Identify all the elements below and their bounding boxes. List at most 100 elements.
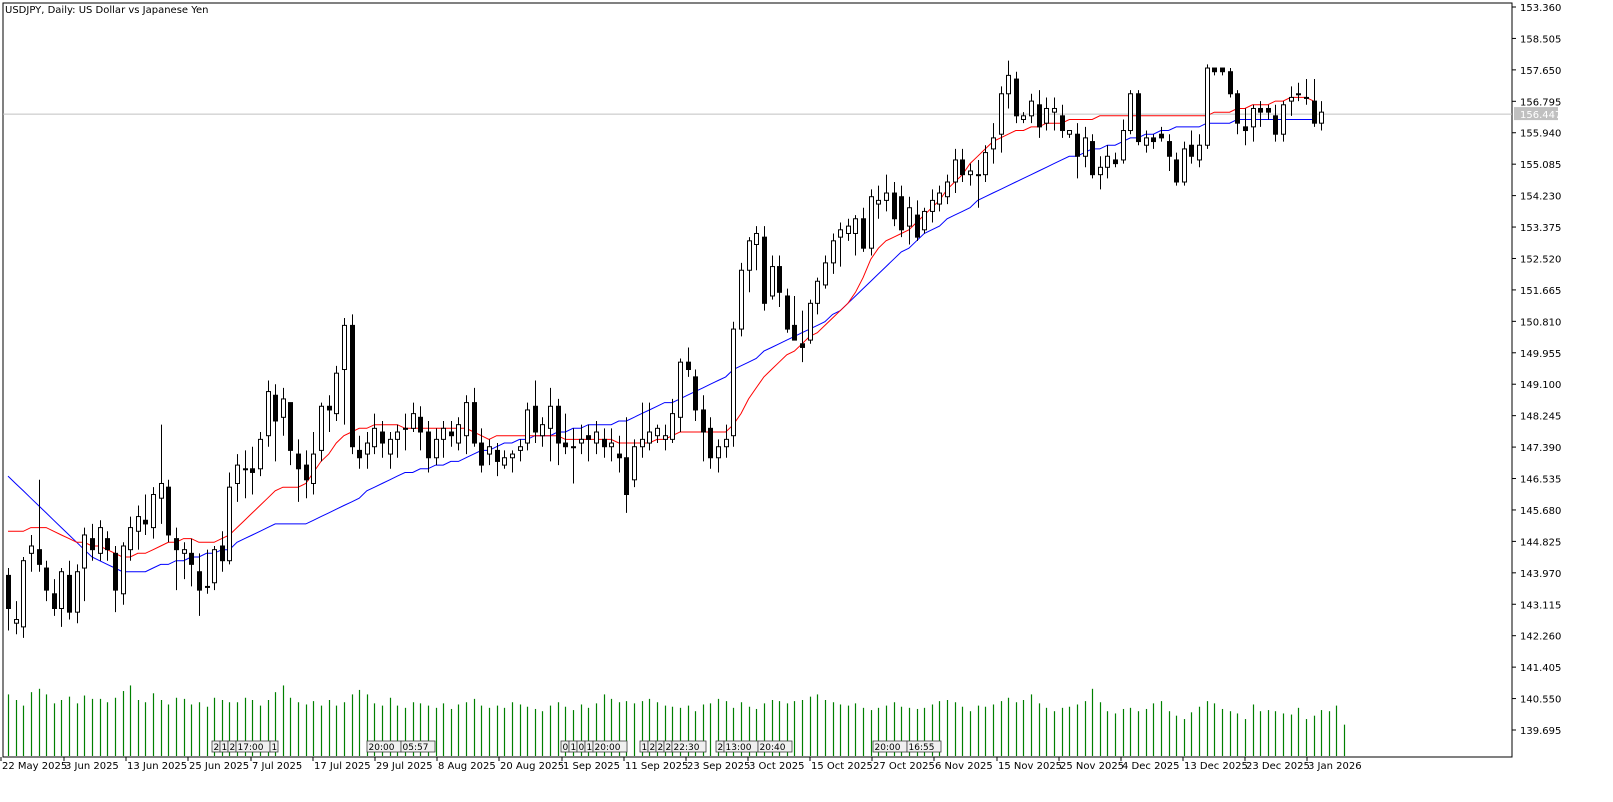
candlestick[interactable]	[922, 207, 927, 234]
candlestick[interactable]	[456, 417, 461, 451]
candlestick[interactable]	[1128, 90, 1133, 135]
candlestick[interactable]	[1258, 101, 1263, 127]
candlestick[interactable]	[6, 568, 11, 631]
candlestick[interactable]	[1189, 130, 1194, 164]
candlestick[interactable]	[976, 159, 981, 208]
candlestick[interactable]	[876, 185, 881, 219]
candlestick[interactable]	[823, 255, 828, 289]
candlestick[interactable]	[136, 505, 141, 550]
candlestick[interactable]	[212, 545, 217, 591]
candlestick[interactable]	[1228, 68, 1233, 98]
candlestick[interactable]	[1021, 112, 1026, 124]
candlestick[interactable]	[1136, 90, 1141, 146]
candlestick[interactable]	[647, 402, 652, 451]
event-marker-group[interactable]: 20:00 16:55	[872, 740, 942, 753]
candlestick[interactable]	[1212, 67, 1217, 76]
candlestick[interactable]	[991, 123, 996, 164]
candlestick[interactable]	[189, 538, 194, 587]
candlestick[interactable]	[1289, 86, 1294, 116]
candlestick[interactable]	[403, 413, 408, 451]
candlestick[interactable]	[724, 424, 729, 458]
candlestick[interactable]	[556, 398, 561, 466]
candlestick[interactable]	[602, 428, 607, 458]
candlestick[interactable]	[342, 318, 347, 425]
candlestick[interactable]	[235, 454, 240, 502]
candlestick[interactable]	[1037, 90, 1042, 138]
candlestick[interactable]	[1029, 93, 1034, 124]
candlestick[interactable]	[388, 432, 393, 469]
candlestick[interactable]	[762, 226, 767, 311]
candlestick[interactable]	[617, 435, 622, 473]
candlestick[interactable]	[1312, 79, 1317, 127]
candlestick[interactable]	[563, 413, 568, 455]
candlestick[interactable]	[319, 402, 324, 462]
candlestick[interactable]	[197, 553, 202, 616]
candlestick[interactable]	[174, 527, 179, 591]
candlestick[interactable]	[915, 200, 920, 241]
candlestick[interactable]	[800, 310, 805, 363]
candlestick[interactable]	[869, 189, 874, 256]
candlestick[interactable]	[540, 417, 545, 447]
candlestick[interactable]	[770, 255, 775, 300]
candlestick[interactable]	[495, 443, 500, 477]
candlestick[interactable]	[930, 189, 935, 223]
candlestick[interactable]	[258, 432, 263, 477]
candlestick[interactable]	[1281, 101, 1286, 142]
candlestick[interactable]	[266, 380, 271, 447]
candlestick[interactable]	[281, 387, 286, 436]
candlestick[interactable]	[1167, 134, 1172, 171]
candlestick[interactable]	[1044, 97, 1049, 131]
candlestick[interactable]	[1220, 67, 1225, 76]
candlestick[interactable]	[999, 86, 1004, 153]
candlestick[interactable]	[411, 402, 416, 433]
candlestick[interactable]	[418, 406, 423, 451]
candlestick[interactable]	[44, 560, 49, 602]
candlestick[interactable]	[1083, 126, 1088, 168]
candlestick[interactable]	[808, 299, 813, 344]
candlestick[interactable]	[220, 531, 225, 572]
candlestick[interactable]	[21, 557, 26, 638]
candlestick[interactable]	[182, 542, 187, 580]
candlestick[interactable]	[678, 358, 683, 433]
candlestick[interactable]	[227, 472, 232, 565]
candlestick[interactable]	[90, 523, 95, 561]
candlestick[interactable]	[1174, 152, 1179, 186]
candlestick[interactable]	[1235, 90, 1240, 135]
candlestick[interactable]	[670, 398, 675, 444]
candlestick[interactable]	[143, 494, 148, 535]
candlestick[interactable]	[945, 174, 950, 205]
candlestick[interactable]	[502, 450, 507, 469]
event-marker-group[interactable]: 2 13:00 20:40	[715, 740, 793, 753]
candlestick[interactable]	[1067, 130, 1072, 138]
candlestick[interactable]	[1014, 71, 1019, 124]
candlestick[interactable]	[708, 417, 713, 469]
candlestick[interactable]	[311, 432, 316, 495]
candlestick[interactable]	[334, 365, 339, 421]
candlestick[interactable]	[686, 347, 691, 377]
candlestick[interactable]	[838, 222, 843, 267]
candlestick[interactable]	[777, 255, 782, 308]
candlestick[interactable]	[1121, 119, 1126, 164]
candlestick[interactable]	[1319, 101, 1324, 131]
candlestick[interactable]	[548, 387, 553, 462]
candlestick[interactable]	[166, 479, 171, 543]
candlestick[interactable]	[296, 439, 301, 502]
candlestick[interactable]	[716, 439, 721, 473]
candlestick[interactable]	[731, 321, 736, 447]
candlestick[interactable]	[29, 534, 34, 572]
candlestick[interactable]	[1090, 134, 1095, 179]
candlestick[interactable]	[113, 545, 118, 613]
candlestick[interactable]	[479, 428, 484, 473]
candlestick[interactable]	[663, 424, 668, 451]
candlestick[interactable]	[380, 420, 385, 458]
candlestick[interactable]	[624, 417, 629, 513]
candlestick[interactable]	[899, 185, 904, 238]
candlestick[interactable]	[846, 218, 851, 241]
candlestick[interactable]	[395, 424, 400, 458]
candlestick[interactable]	[518, 439, 523, 462]
candlestick[interactable]	[464, 395, 469, 455]
candlestick[interactable]	[1060, 104, 1065, 138]
candlestick[interactable]	[792, 295, 797, 341]
candlestick[interactable]	[1304, 79, 1309, 105]
